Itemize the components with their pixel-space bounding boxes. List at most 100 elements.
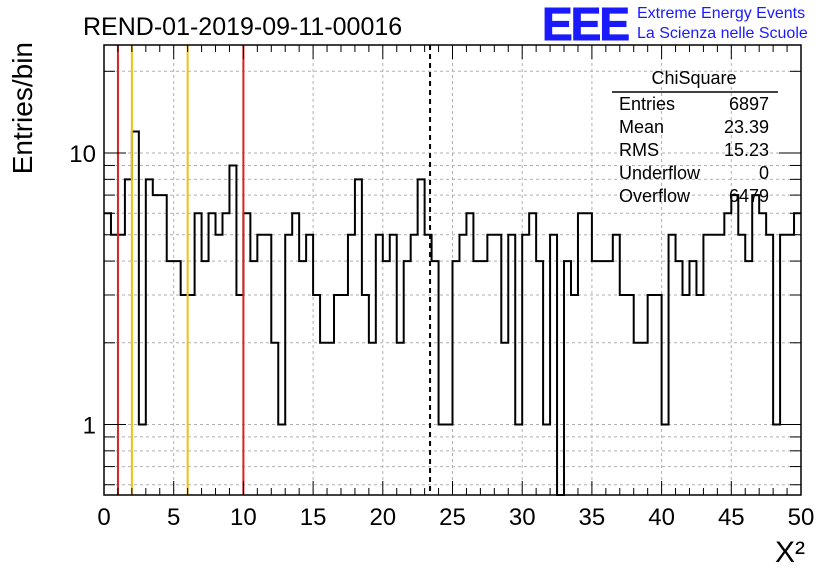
histogram-bin [390, 235, 397, 495]
histogram-bin [766, 235, 773, 495]
histogram-line [104, 130, 801, 496]
histogram-bin [188, 295, 195, 495]
histogram-bin [501, 343, 508, 495]
eee-logo: EEE [542, 0, 628, 50]
x-tick-label: 40 [648, 504, 675, 531]
histogram-bin [689, 261, 696, 495]
stats-title: ChiSquare [651, 68, 736, 88]
x-tick-label: 30 [509, 504, 536, 531]
histogram-bin [759, 213, 766, 495]
histogram-bin [578, 213, 585, 495]
histogram-bin [543, 425, 550, 495]
x-tick-label: 15 [300, 504, 327, 531]
histogram-bin [599, 261, 606, 495]
histogram-bin [320, 343, 327, 495]
histogram-bin [627, 295, 634, 495]
histogram-bin [487, 235, 494, 495]
histogram-bin [411, 235, 418, 495]
stats-value: 0 [759, 163, 769, 183]
x-tick-label: 10 [230, 504, 257, 531]
histogram-bin [202, 261, 209, 495]
chart-title: REND-01-2019-09-11-00016 [83, 13, 402, 41]
histogram-bin [209, 213, 216, 495]
stats-value: 6479 [729, 186, 769, 206]
histogram-bin [250, 261, 257, 495]
histogram-bin [585, 213, 592, 495]
x-tick-label: 35 [579, 504, 606, 531]
histogram-bin [404, 261, 411, 495]
x-axis-label: X² [775, 536, 805, 569]
histogram-bin [655, 295, 662, 495]
histogram-bin [216, 235, 223, 495]
histogram-bin [292, 213, 299, 495]
histogram-bin [703, 235, 710, 495]
histogram-bin [620, 295, 627, 495]
stats-label: Underflow [619, 163, 701, 183]
histogram-bin [181, 295, 188, 495]
histogram-bin [397, 343, 404, 495]
stats-label: RMS [619, 140, 659, 160]
histogram-bin [634, 343, 641, 495]
histogram-bin [299, 261, 306, 495]
histogram-bin [341, 295, 348, 495]
histogram-bin [146, 179, 153, 495]
histogram-bin [745, 261, 752, 495]
histogram-bin [780, 235, 787, 495]
histogram-bin [355, 179, 362, 495]
histogram-bin [794, 213, 801, 495]
histogram-bin [222, 213, 229, 495]
histogram-bin [376, 235, 383, 495]
histogram-bin [327, 343, 334, 495]
histogram-bin [724, 213, 731, 495]
histogram-bin [564, 261, 571, 495]
histogram-bin [529, 213, 536, 495]
histogram-bin [167, 261, 174, 495]
histogram-bin [662, 425, 669, 495]
histogram-bin [362, 295, 369, 495]
histogram-bin [494, 235, 501, 495]
histogram-bin [683, 295, 690, 495]
histogram-bin [473, 261, 480, 495]
histogram-bin [174, 261, 181, 495]
histogram-bin [571, 295, 578, 495]
histogram-bin [773, 425, 780, 495]
histogram-bin [446, 425, 453, 495]
histogram-bin [752, 195, 759, 495]
histogram-bin [550, 235, 557, 495]
histogram-bin [459, 235, 466, 495]
x-tick-label: 50 [788, 504, 815, 531]
histogram-bin [418, 179, 425, 495]
histogram-bin [306, 235, 313, 495]
histogram-bin [717, 235, 724, 495]
y-tick-label: 1 [83, 413, 96, 440]
histogram-bin [383, 261, 390, 495]
histogram-bin [453, 261, 460, 495]
stats-label: Mean [619, 117, 664, 137]
histogram-bin [236, 295, 243, 495]
logo-line-2: La Scienza nelle Scuole [637, 25, 808, 42]
histogram-bin [515, 425, 522, 495]
stats-value: 23.39 [724, 117, 769, 137]
histogram-bin [592, 261, 599, 495]
x-tick-label: 20 [369, 504, 396, 531]
histogram-bin [125, 179, 132, 495]
stats-label: Entries [619, 94, 675, 114]
histogram-bin [787, 235, 794, 495]
histogram-bin [369, 343, 376, 495]
histogram-bin [313, 295, 320, 495]
x-tick-label: 5 [167, 504, 180, 531]
histogram-bin [439, 425, 446, 495]
histogram-bin [613, 235, 620, 495]
histogram-bin [606, 261, 613, 495]
histogram-bin [696, 295, 703, 495]
histogram-bin [738, 235, 745, 495]
histogram-bin [710, 235, 717, 495]
x-tick-label: 25 [439, 504, 466, 531]
histogram-bin [285, 235, 292, 495]
histogram-bin [641, 343, 648, 495]
histogram-bin [118, 235, 125, 495]
histogram-bin [153, 195, 160, 495]
histogram-bin [348, 235, 355, 495]
